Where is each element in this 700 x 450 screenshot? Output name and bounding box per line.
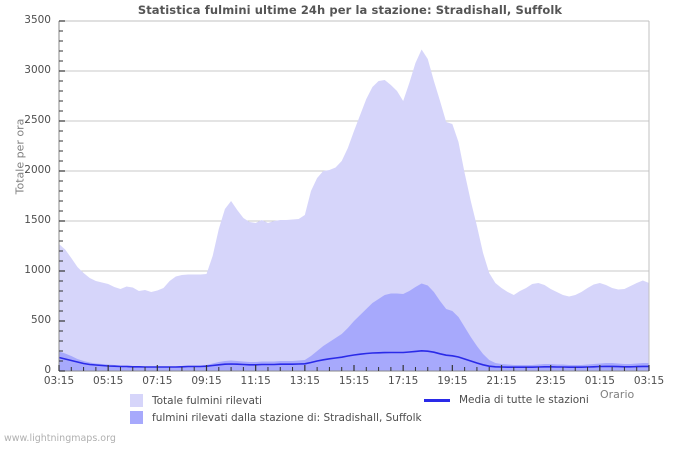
x-tick-label: 13:15 (289, 375, 320, 387)
x-tick-label: 03:15 (43, 375, 75, 387)
chart-legend: Totale fulmini rilevati fulmini rilevati… (0, 392, 700, 426)
y-tick-label: 500 (30, 314, 51, 326)
legend-item-total: Totale fulmini rilevati (130, 394, 262, 407)
y-tick-label: 3000 (24, 64, 51, 76)
legend-label-total: Totale fulmini rilevati (152, 394, 262, 407)
x-axis-label: Orario (600, 388, 635, 401)
y-tick-label: 0 (44, 364, 51, 376)
legend-swatch-station (130, 411, 143, 424)
legend-swatch-total (130, 394, 143, 407)
page-title: Statistica fulmini ultime 24h per la sta… (137, 3, 563, 17)
x-tick-label: 17:15 (388, 375, 419, 387)
y-tick-label: 2500 (24, 114, 51, 126)
x-tick-label: 19:15 (437, 375, 468, 387)
legend-label-station: fulmini rilevati dalla stazione di: Stra… (152, 411, 422, 424)
legend-item-average: Media di tutte le stazioni (424, 394, 589, 406)
x-tick-label: 07:15 (142, 375, 173, 387)
x-tick-label: 11:15 (240, 375, 271, 387)
legend-label-average: Media di tutte le stazioni (459, 394, 589, 406)
x-tick-label: 23:15 (535, 375, 566, 387)
y-tick-label: 1500 (24, 214, 51, 226)
y-tick-label: 1000 (24, 264, 51, 276)
legend-item-station: fulmini rilevati dalla stazione di: Stra… (130, 411, 422, 424)
x-tick-label: 09:15 (191, 375, 222, 387)
x-tick-label: 05:15 (93, 375, 124, 387)
y-axis-label: Totale per ora (13, 118, 27, 195)
y-tick-label: 3500 (24, 14, 51, 26)
legend-line-average (424, 398, 450, 402)
footer-credit: www.lightningmaps.org (4, 433, 116, 444)
x-tick-label: 01:15 (584, 375, 615, 387)
y-tick-label: 2000 (24, 164, 51, 176)
x-tick-label: 21:15 (486, 375, 517, 387)
x-tick-label: 03:15 (633, 375, 665, 387)
x-tick-label: 15:15 (338, 375, 370, 387)
